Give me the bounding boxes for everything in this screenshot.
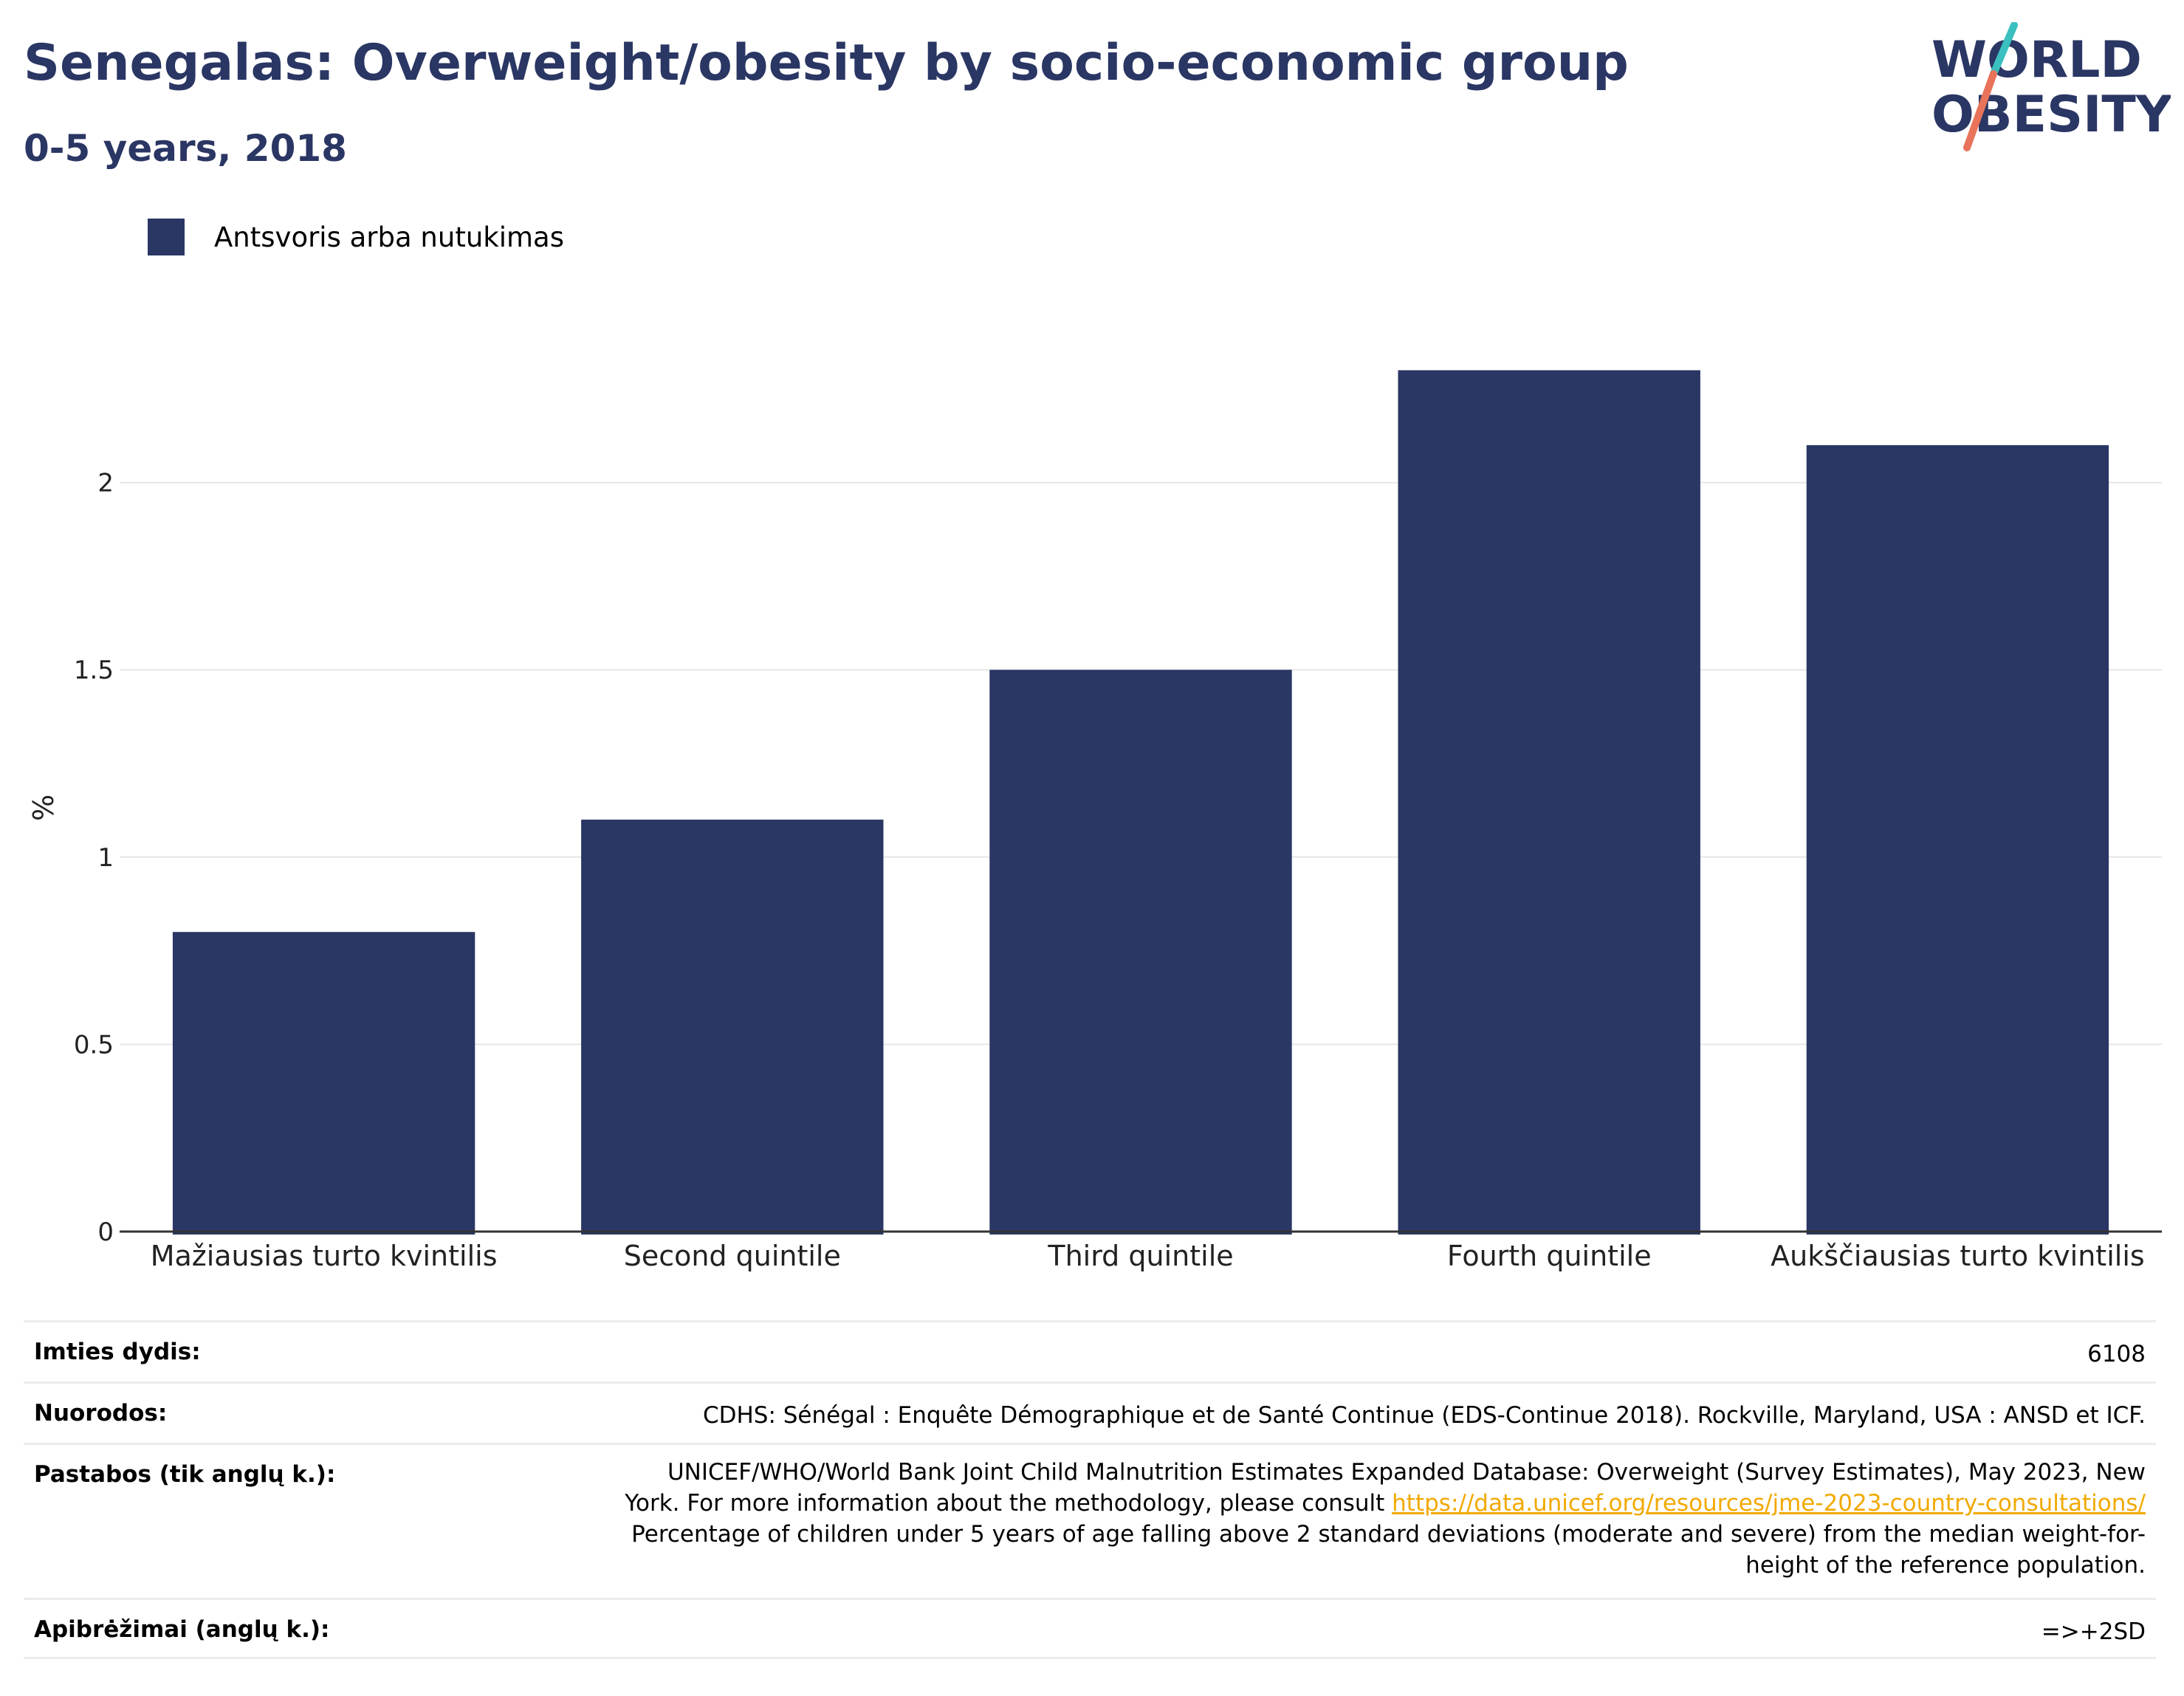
world-obesity-logo: WORLD OBESITY bbox=[1931, 22, 2171, 151]
info-row-notes: Pastabos (tik anglų k.): UNICEF/WHO/Worl… bbox=[24, 1443, 2156, 1598]
info-table: Imties dydis: 6108 Nuorodos: CDHS: Sénég… bbox=[24, 1320, 2156, 1659]
legend[interactable]: Antsvoris arba nutukimas bbox=[148, 219, 564, 255]
bar bbox=[1398, 370, 1700, 1235]
y-tick-label: 0 bbox=[97, 1218, 114, 1247]
legend-swatch bbox=[148, 219, 185, 255]
legend-label: Antsvoris arba nutukimas bbox=[214, 221, 564, 253]
notes-line-2-prefix: York. For more information about the met… bbox=[625, 1490, 1393, 1517]
references-value: CDHS: Sénégal : Enquête Démographique et… bbox=[702, 1402, 2146, 1429]
y-tick-label: 0.5 bbox=[74, 1030, 114, 1060]
x-tick-label: Third quintile bbox=[1047, 1240, 1233, 1272]
x-tick-label: Mažiausias turto kvintilis bbox=[151, 1240, 498, 1272]
x-tick-label: Second quintile bbox=[624, 1240, 841, 1272]
notes-value: UNICEF/WHO/World Bank Joint Child Malnut… bbox=[625, 1457, 2156, 1581]
logo-slash-top-icon bbox=[1990, 22, 2018, 78]
sample-size-value: 6108 bbox=[2087, 1341, 2146, 1367]
notes-line-1: UNICEF/WHO/World Bank Joint Child Malnut… bbox=[667, 1459, 2146, 1486]
notes-label: Pastabos (tik anglų k.): bbox=[34, 1461, 336, 1488]
chart-title: Senegalas: Overweight/obesity by socio-e… bbox=[24, 34, 1629, 92]
info-row-references: Nuorodos: CDHS: Sénégal : Enquête Démogr… bbox=[24, 1381, 2156, 1443]
logo-line1: WORLD bbox=[1931, 31, 2142, 89]
references-label: Nuorodos: bbox=[34, 1400, 168, 1427]
bar bbox=[172, 932, 475, 1235]
definitions-label: Apibrėžimai (anglų k.): bbox=[34, 1616, 330, 1643]
x-tick-label: Fourth quintile bbox=[1447, 1240, 1652, 1272]
info-row-sample-size: Imties dydis: 6108 bbox=[24, 1320, 2156, 1381]
notes-line-3: Percentage of children under 5 years of … bbox=[631, 1521, 2146, 1548]
y-tick-label: 1.5 bbox=[74, 656, 114, 685]
logo-slash-bottom-icon bbox=[1963, 70, 1997, 151]
notes-line-4: height of the reference population. bbox=[1745, 1552, 2146, 1579]
x-tick-label: Aukščiausias turto kvintilis bbox=[1771, 1240, 2145, 1272]
info-row-definitions: Apibrėžimai (anglų k.): =>+2SD bbox=[24, 1598, 2156, 1659]
definitions-value: =>+2SD bbox=[2041, 1618, 2146, 1645]
y-tick-label: 2 bbox=[97, 469, 114, 498]
bar-chart: 0 0.5 1 1.5 2% Mažiausias turto kvintilis Seco… bbox=[27, 370, 2162, 1272]
y-axis-title: % bbox=[27, 794, 60, 821]
notes-link[interactable]: https://data.unicef.org/resources/jme-20… bbox=[1392, 1490, 2146, 1517]
bar bbox=[1806, 444, 2109, 1235]
y-tick-label: 1 bbox=[97, 843, 114, 873]
sample-size-label: Imties dydis: bbox=[34, 1339, 201, 1365]
bar bbox=[581, 820, 884, 1235]
bar bbox=[989, 670, 1292, 1235]
chart-subtitle: 0-5 years, 2018 bbox=[24, 127, 347, 170]
